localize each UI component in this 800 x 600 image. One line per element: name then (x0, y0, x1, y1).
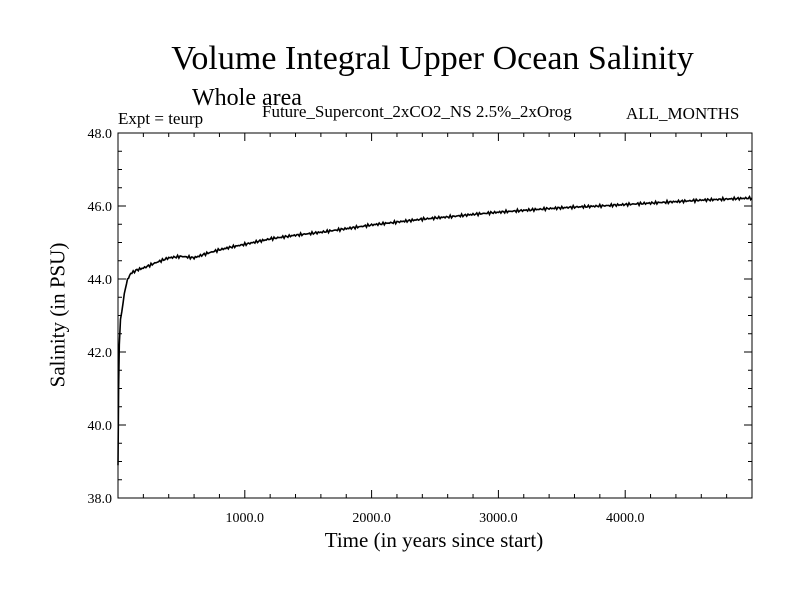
y-tick-label: 42.0 (88, 346, 113, 361)
experiment-label: Expt = teurp (118, 109, 204, 128)
plot-frame (117, 132, 753, 499)
x-tick-label: 3000.0 (479, 511, 518, 526)
axis-ticks (118, 132, 752, 499)
x-tick-label: 2000.0 (352, 511, 391, 526)
series-group (117, 195, 753, 466)
x-tick-label: 1000.0 (226, 511, 265, 526)
y-tick-label: 44.0 (88, 273, 113, 288)
y-tick-label: 38.0 (88, 492, 113, 507)
months-label: ALL_MONTHS (626, 104, 740, 123)
x-axis-label: Time (in years since start) (324, 528, 544, 552)
y-tick-label: 46.0 (88, 200, 113, 215)
salinity-series-line (117, 195, 753, 466)
tick-labels: 1000.0 2000.0 3000.0 4000.0 38.0 40.0 42.0 44.0… (88, 127, 645, 526)
chart-subtitle: Whole area (192, 85, 302, 111)
y-tick-label: 40.0 (88, 419, 113, 434)
run-name-label: Future_Supercont_2xCO2_NS 2.5%_2xOrog (262, 102, 572, 121)
x-tick-label: 4000.0 (606, 511, 645, 526)
chart-title: Volume Integral Upper Ocean Salinity (171, 40, 694, 77)
y-tick-label: 48.0 (88, 127, 113, 142)
